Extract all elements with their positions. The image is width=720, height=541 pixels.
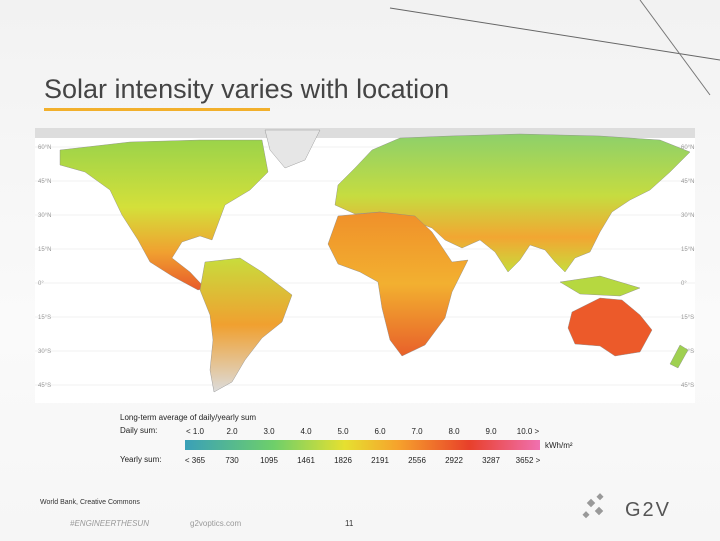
yearly-value: 3652 > [516, 456, 541, 465]
website: g2voptics.com [190, 519, 241, 528]
yearly-value: 1461 [297, 456, 315, 465]
daily-value: 7.0 [411, 427, 423, 436]
latitude-label: 0° [38, 281, 44, 287]
daily-label: Daily sum: [120, 426, 157, 435]
latitude-label: 15°N [38, 247, 51, 253]
yearly-value: < 365 [185, 456, 206, 465]
daily-value: 3.0 [263, 427, 275, 436]
latitude-label: 30°N [38, 213, 51, 219]
daily-value: < 1.0 [186, 427, 205, 436]
decor-line [639, 0, 711, 96]
hashtag: #ENGINEERTHESUN [70, 519, 149, 528]
daily-value: 5.0 [337, 427, 349, 436]
latitude-label: 0° [681, 281, 687, 287]
latitude-label: 45°S [681, 383, 694, 389]
latitude-label: 30°N [681, 213, 694, 219]
daily-value: 8.0 [448, 427, 460, 436]
latitude-labels: 60°N 60°N 45°N 45°N 30°N 30°N 15°N 15°N 0° 0° 15°S… [38, 145, 694, 389]
daily-value: 10.0 > [517, 427, 540, 436]
yearly-value: 2556 [408, 456, 426, 465]
africa [327, 211, 469, 357]
logo-mark [582, 493, 604, 519]
landmasses [59, 129, 691, 393]
page-number: 11 [345, 519, 354, 528]
latitude-label: 45°N [38, 179, 51, 185]
daily-value: 4.0 [300, 427, 312, 436]
yearly-value: 2922 [445, 456, 463, 465]
new-zealand [669, 344, 689, 369]
yearly-value: 1826 [334, 456, 352, 465]
eurasia [334, 133, 691, 273]
yearly-value: 2191 [371, 456, 389, 465]
latitude-label: 15°S [681, 315, 694, 321]
latitude-label: 45°S [38, 383, 51, 389]
title-underline [44, 108, 270, 111]
daily-value: 6.0 [374, 427, 386, 436]
latitude-label: 30°S [681, 349, 694, 355]
yearly-label: Yearly sum: [120, 455, 162, 464]
greenland [264, 129, 321, 169]
yearly-value: 1095 [260, 456, 278, 465]
latitude-label: 45°N [681, 179, 694, 185]
southeast-asia [559, 275, 641, 297]
slide-title: Solar intensity varies with location [44, 74, 449, 104]
daily-value: 9.0 [485, 427, 497, 436]
latitude-label: 15°N [681, 247, 694, 253]
latitude-label: 60°N [681, 145, 694, 151]
color-bar [185, 440, 540, 450]
north-america [59, 139, 269, 291]
legend-title: Long-term average of daily/yearly sum [120, 413, 256, 422]
daily-value: 2.0 [226, 427, 238, 436]
yearly-value: 730 [225, 456, 239, 465]
yearly-value: 3287 [482, 456, 500, 465]
map-top-band [35, 128, 695, 138]
decor-line [389, 7, 720, 61]
latitude-label: 15°S [38, 315, 51, 321]
legend-unit: kWh/m² [545, 441, 573, 450]
legend-values: < 1.0 2.0 3.0 4.0 5.0 6.0 7.0 8.0 9.0 10.0 > < 365… [185, 427, 541, 465]
latitude-label: 30°S [38, 349, 51, 355]
australia [567, 297, 653, 357]
source: World Bank, Creative Commons [40, 499, 140, 506]
latitude-label: 60°N [38, 145, 51, 151]
logo: G2V [625, 499, 671, 521]
south-america [199, 257, 293, 393]
